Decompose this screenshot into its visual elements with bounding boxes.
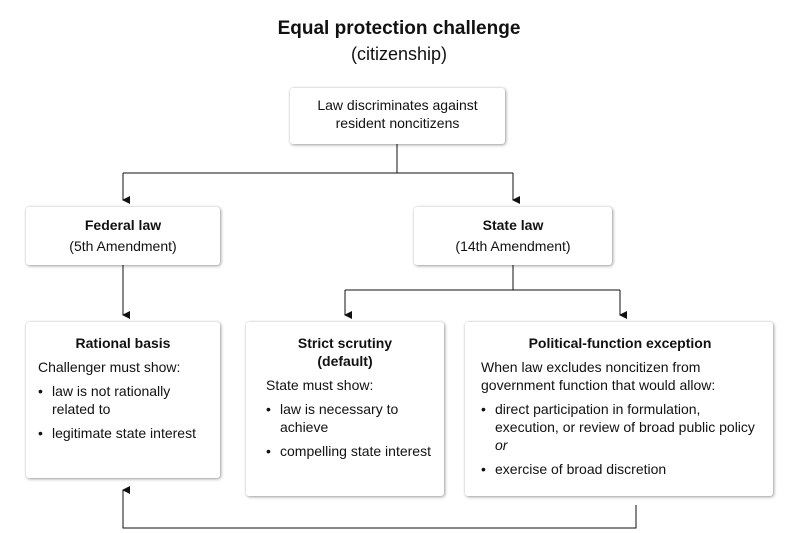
rational-basis-list: law is not rationally related to legitim… [38, 382, 208, 442]
root-node: Law discriminates against resident nonci… [290, 88, 505, 144]
list-item: law is not rationally related to [38, 382, 208, 418]
list-item: exercise of broad discretion [481, 460, 759, 478]
root-line1: Law discriminates against [317, 97, 478, 113]
list-item: legitimate state interest [38, 424, 208, 442]
political-function-node: Political-function exception When law ex… [465, 322, 773, 496]
political-function-title: Political-function exception [528, 335, 712, 351]
diagram-subtitle: (citizenship) [350, 44, 448, 64]
rational-basis-title: Rational basis [75, 335, 171, 351]
political-item1-text: direct participation in formulation, exe… [495, 401, 755, 435]
strict-scrutiny-list: law is necessary to achieve compelling s… [266, 400, 432, 460]
list-item: compelling state interest [266, 442, 432, 460]
strict-scrutiny-title: Strict scrutiny (default) [258, 334, 432, 370]
political-function-intro: When law excludes noncitizen from govern… [481, 359, 716, 393]
exception-return-connector [122, 486, 637, 529]
political-item1-or: or [495, 437, 508, 453]
political-function-list: direct participation in formulation, exe… [481, 400, 759, 478]
root-line2: resident noncitizens [335, 115, 460, 131]
strict-scrutiny-intro: State must show: [266, 377, 374, 393]
federal-law-node: Federal law (5th Amendment) [26, 207, 220, 265]
state-connector [345, 264, 620, 291]
strict-scrutiny-node: Strict scrutiny (default) State must sho… [246, 322, 444, 496]
state-law-node: State law (14th Amendment) [414, 207, 612, 265]
list-item: law is necessary to achieve [266, 400, 432, 436]
rational-basis-node: Rational basis Challenger must show: law… [26, 322, 220, 478]
list-item: direct participation in formulation, exe… [481, 400, 759, 454]
state-law-subtitle: (14th Amendment) [455, 238, 571, 254]
root-connector [123, 143, 513, 174]
diagram-title: Equal protection challenge [277, 18, 521, 39]
federal-law-subtitle: (5th Amendment) [69, 238, 177, 254]
strict-scrutiny-title-line1: Strict scrutiny [297, 335, 393, 351]
state-law-title: State law [482, 217, 544, 233]
strict-scrutiny-title-line2: (default) [317, 353, 373, 369]
federal-law-title: Federal law [84, 217, 162, 233]
rational-basis-intro: Challenger must show: [38, 359, 181, 375]
